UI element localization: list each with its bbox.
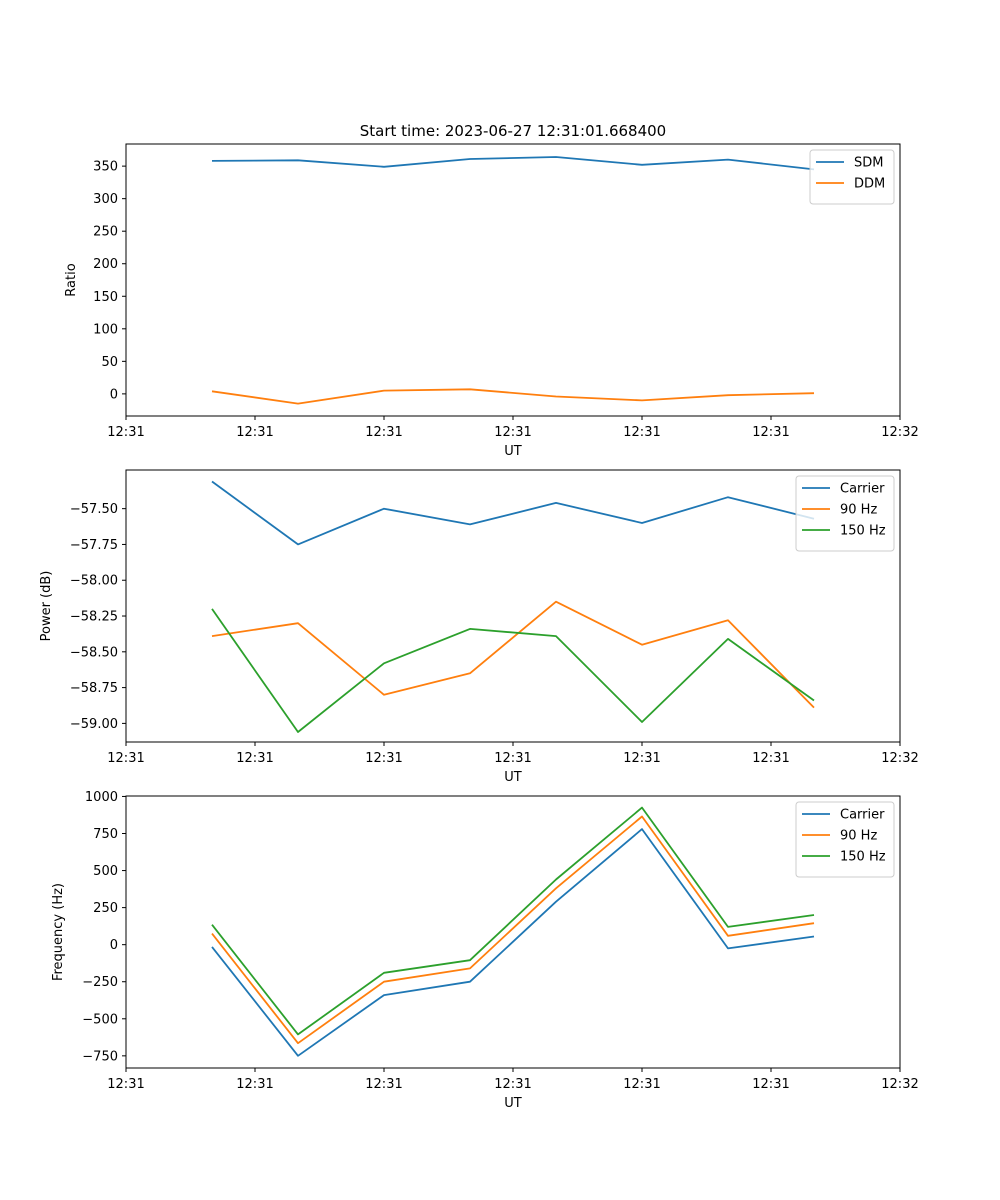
- chart-1-x-tick-label: 12:31: [623, 425, 660, 440]
- chart-1-y-tick-label: 50: [101, 355, 118, 370]
- chart-3-x-axis-label: UT: [504, 1096, 522, 1111]
- chart-1-y-tick-label: 150: [93, 290, 118, 305]
- chart-1-x-tick-label: 12:32: [881, 425, 918, 440]
- chart-3-legend-label: 150 Hz: [840, 850, 886, 865]
- chart-3-x-tick-label: 12:31: [752, 1077, 789, 1092]
- chart-1-x-tick-label: 12:31: [752, 425, 789, 440]
- chart-3-y-tick-label: 750: [93, 827, 118, 842]
- chart-1-legend-label: DDM: [854, 177, 885, 192]
- chart-3-legend-box: [795, 801, 895, 878]
- chart-3-y-tick-label: 500: [93, 864, 118, 879]
- chart-1-y-tick-label: 250: [93, 225, 118, 240]
- chart-1-legend-box: [809, 149, 895, 205]
- chart-1-series-sdm: [211, 156, 815, 171]
- chart-3-y-tick-label: −250: [82, 975, 118, 990]
- chart-2-y-tick-label: −57.75: [70, 538, 118, 553]
- chart-2-x-tick-label: 12:31: [107, 751, 144, 766]
- chart-2-x-tick-label: 12:31: [365, 751, 402, 766]
- chart-2-x-tick-label: 12:31: [752, 751, 789, 766]
- chart-2: 12:31 12:31 12:31 12:31 12:31 12:31 12:32 −59.0…: [39, 469, 919, 785]
- chart-3-x-tick-label: 12:32: [881, 1077, 918, 1092]
- chart-1: 12:31 12:31 12:31 12:31 12:31 12:31 12:32 0 50 10…: [64, 143, 919, 459]
- chart-3-x-tick-label: 12:31: [236, 1077, 273, 1092]
- chart-2-y-tick-label: −58.00: [70, 574, 118, 589]
- chart-2-y-tick-label: −58.75: [70, 681, 118, 696]
- chart-1-series-ddm: [211, 388, 815, 405]
- chart-2-x-tick-label: 12:31: [623, 751, 660, 766]
- chart-2-y-tick-label: −59.00: [70, 717, 118, 732]
- chart-2-y-tick-label: −58.25: [70, 610, 118, 625]
- chart-2-y-tick-label: −58.50: [70, 645, 118, 660]
- chart-2-y-tick-label: −57.50: [70, 502, 118, 517]
- chart-3-y-tick-label: 250: [93, 901, 118, 916]
- chart-1-legend-label: SDM: [854, 156, 883, 171]
- chart-1-legend: SDM DDM: [809, 149, 895, 205]
- chart-3-y-axis-label: Frequency (Hz): [51, 883, 66, 981]
- chart-2-x-tick-label: 12:31: [494, 751, 531, 766]
- chart-2-x-tick-label: 12:31: [236, 751, 273, 766]
- chart-2-x-axis-label: UT: [504, 770, 522, 785]
- chart-2-series-150-hz: [211, 608, 815, 733]
- chart-3-series-150-hz: [211, 806, 815, 1036]
- chart-3-y-tick-label: −750: [82, 1049, 118, 1064]
- chart-1-x-tick-label: 12:31: [365, 425, 402, 440]
- chart-2-series-carrier: [211, 480, 815, 546]
- chart-3-x-tick-label: 12:31: [494, 1077, 531, 1092]
- chart-2-legend-label: Carrier: [840, 482, 885, 497]
- chart-2-legend-label: 150 Hz: [840, 524, 886, 539]
- chart-2-legend-label: 90 Hz: [840, 503, 877, 518]
- chart-3-legend-label: 90 Hz: [840, 829, 877, 844]
- chart-3-legend-label: Carrier: [840, 808, 885, 823]
- chart-3-x-tick-label: 12:31: [365, 1077, 402, 1092]
- chart-3-x-tick-label: 12:31: [107, 1077, 144, 1092]
- chart-1-y-tick-label: 100: [93, 322, 118, 337]
- chart-3: 12:31 12:31 12:31 12:31 12:31 12:31 12:32 −750 −…: [51, 790, 919, 1111]
- chart-3-legend: Carrier 90 Hz 150 Hz: [795, 801, 895, 878]
- chart-1-y-tick-label: 0: [110, 387, 118, 402]
- chart-3-series-carrier: [211, 828, 815, 1057]
- chart-1-y-axis-label: Ratio: [64, 263, 79, 296]
- chart-1-y-tick-label: 300: [93, 192, 118, 207]
- chart-2-y-axis-label: Power (dB): [39, 571, 54, 642]
- chart-2-series-90-hz: [211, 600, 815, 709]
- chart-3-y-tick-label: 0: [110, 938, 118, 953]
- chart-1-x-tick-label: 12:31: [236, 425, 273, 440]
- chart-2-x-tick-label: 12:32: [881, 751, 918, 766]
- chart-2-legend: Carrier 90 Hz 150 Hz: [795, 475, 895, 552]
- chart-3-y-tick-label: 1000: [85, 790, 118, 805]
- chart-3-series-90-hz: [211, 815, 815, 1045]
- chart-1-y-tick-label: 350: [93, 160, 118, 175]
- figure-title: Start time: 2023-06-27 12:31:01.668400: [360, 122, 666, 140]
- chart-1-x-tick-label: 12:31: [107, 425, 144, 440]
- chart-2-legend-box: [795, 475, 895, 552]
- chart-1-x-axis-label: UT: [504, 444, 522, 459]
- chart-3-y-tick-label: −500: [82, 1012, 118, 1027]
- chart-3-x-tick-label: 12:31: [623, 1077, 660, 1092]
- chart-1-y-tick-label: 200: [93, 257, 118, 272]
- chart-1-x-tick-label: 12:31: [494, 425, 531, 440]
